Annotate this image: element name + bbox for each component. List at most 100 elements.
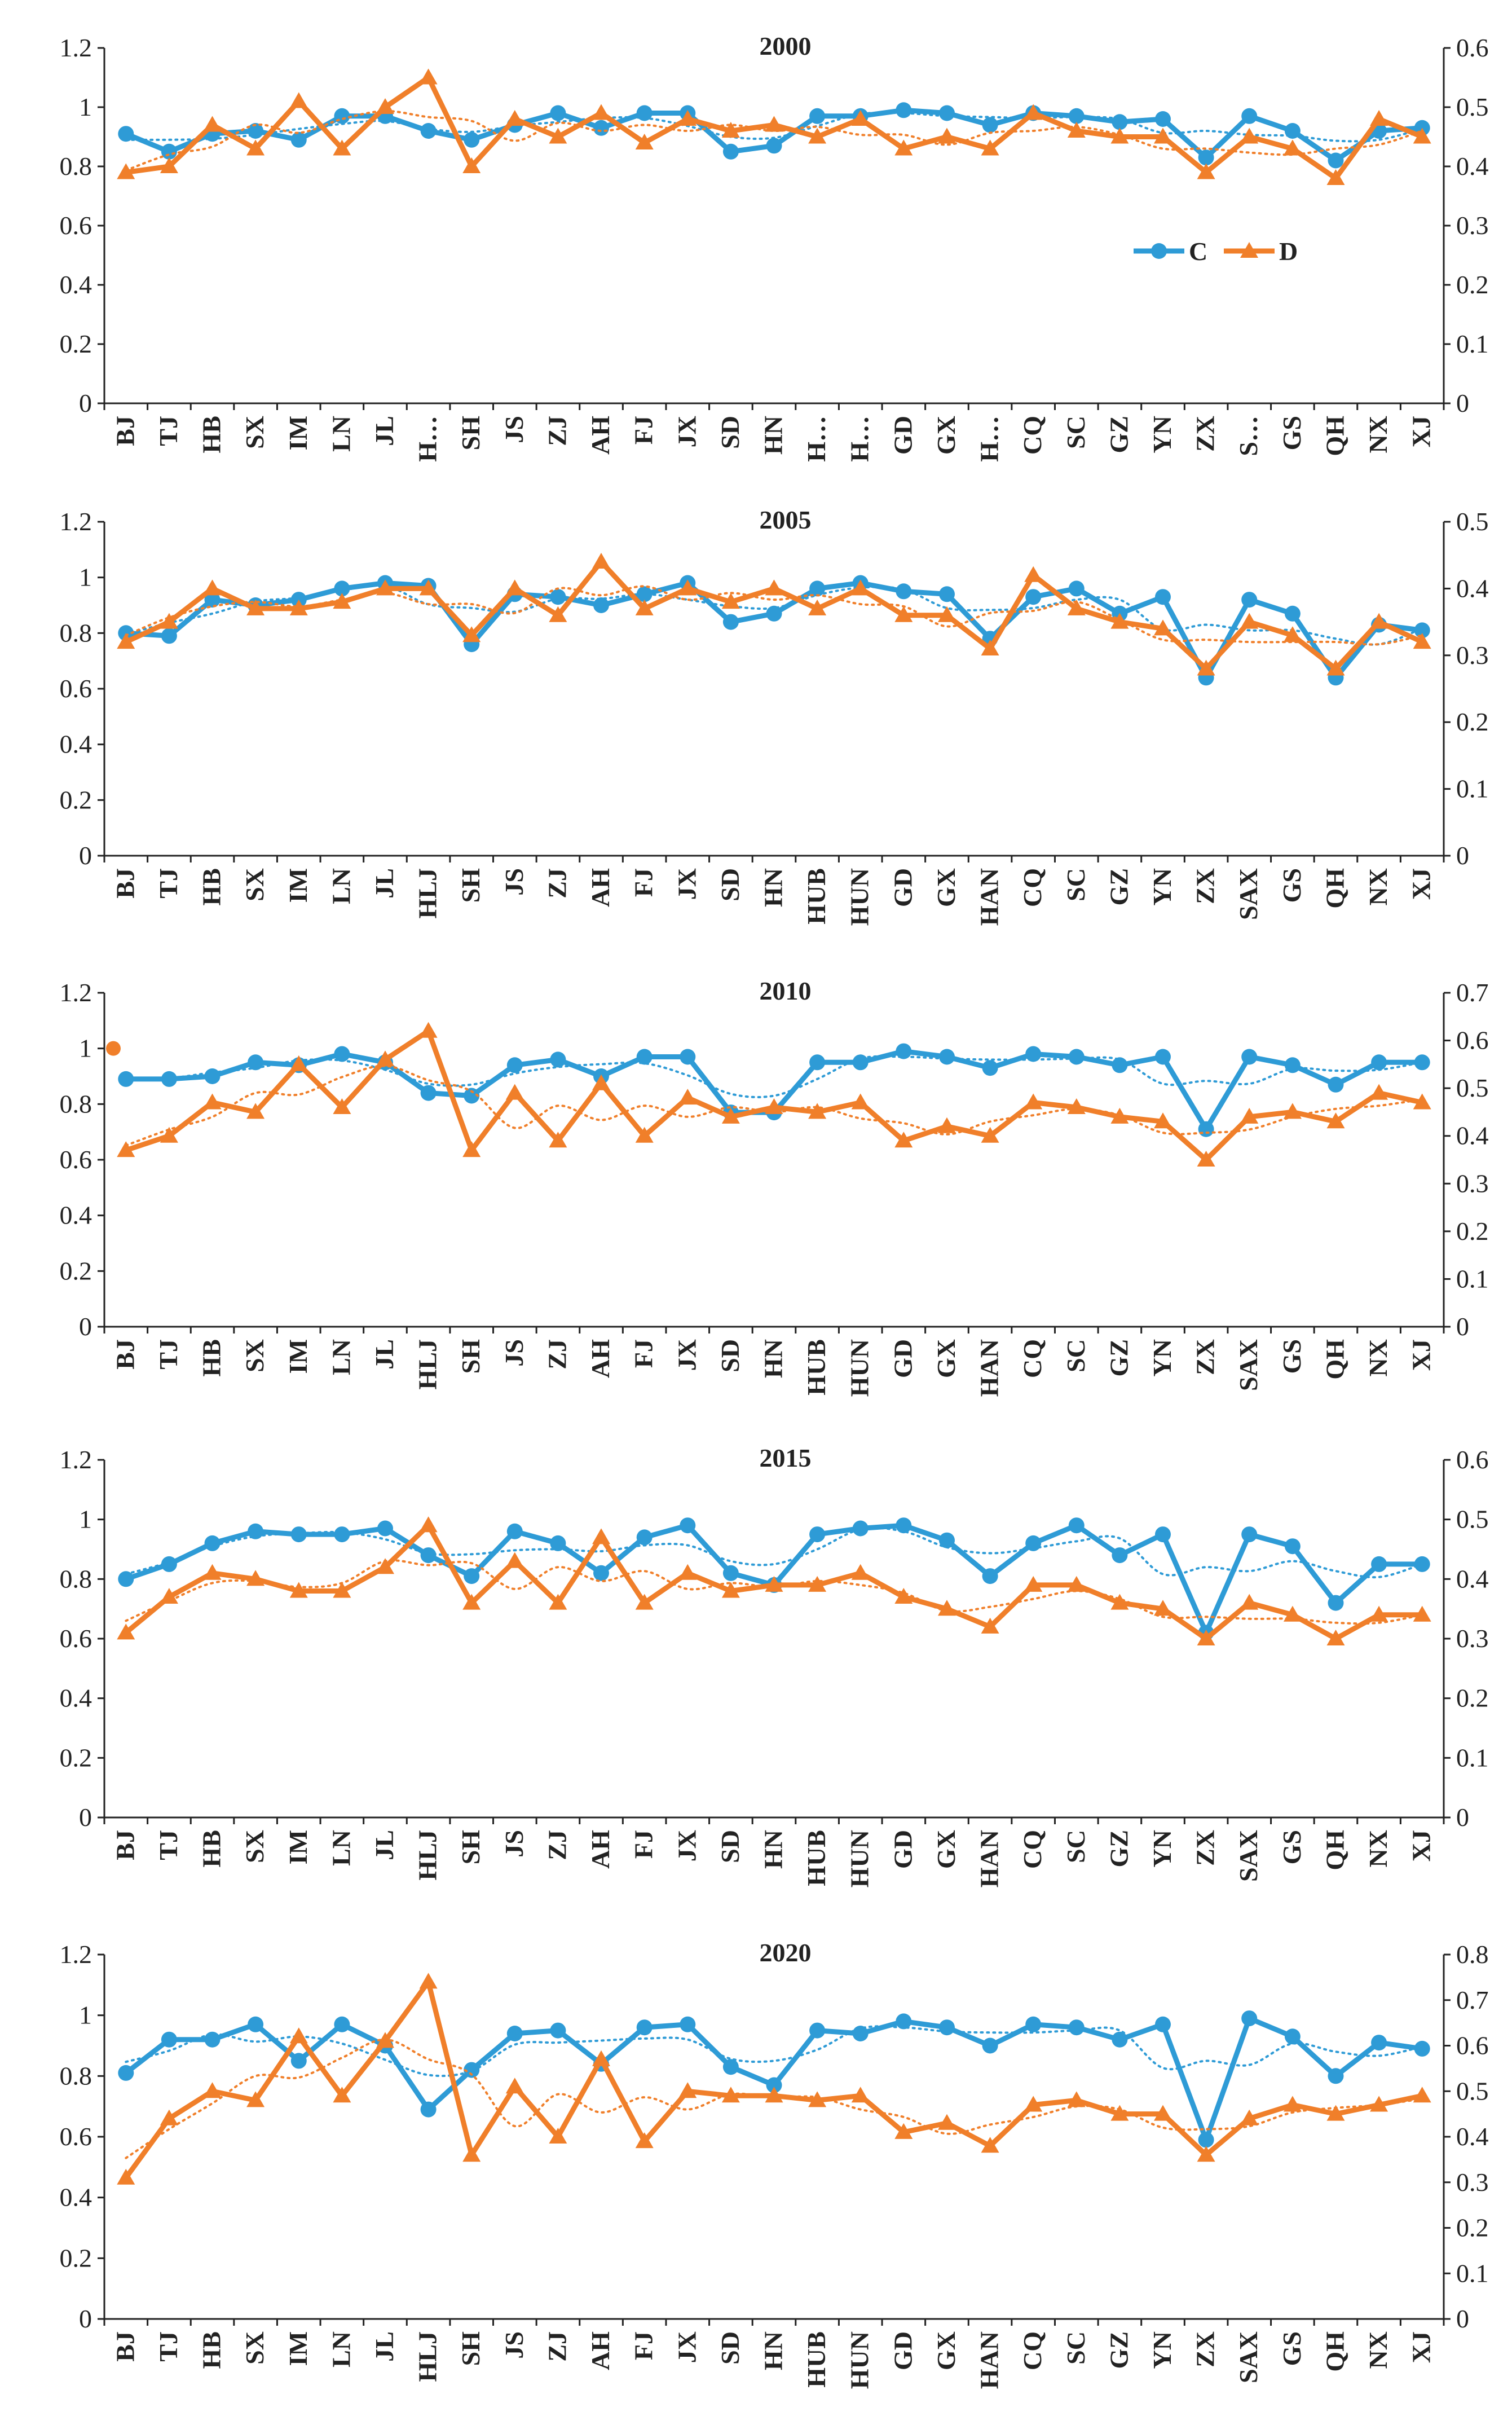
point-D xyxy=(938,1117,956,1133)
point-D xyxy=(721,2087,740,2103)
point-C xyxy=(464,2062,480,2078)
point-D xyxy=(1067,1098,1086,1114)
x-tick-label: BJ xyxy=(111,2331,139,2362)
point-D xyxy=(333,2087,351,2103)
point-C xyxy=(1414,622,1430,639)
point-D xyxy=(1413,633,1431,649)
x-tick-label: JS xyxy=(500,2331,528,2359)
x-tick-label: ZJ xyxy=(543,868,571,899)
point-C xyxy=(204,592,221,608)
point-D xyxy=(1240,613,1259,629)
point-D xyxy=(462,1594,481,1610)
point-C xyxy=(896,583,912,600)
y-tick-label-left: 1.2 xyxy=(60,978,92,1007)
x-tick-label: HN xyxy=(759,868,788,907)
x-tick-label: GX xyxy=(932,2331,960,2370)
point-C xyxy=(680,1049,696,1065)
y-tick-label-right: 0 xyxy=(1456,389,1469,417)
x-tick-label: GZ xyxy=(1104,2331,1133,2369)
legend-marker-C xyxy=(1151,243,1167,259)
chart-title: 2000 xyxy=(760,32,812,60)
point-D xyxy=(160,613,178,629)
y-tick-label-left: 0.8 xyxy=(60,2061,92,2090)
x-tick-label: BJ xyxy=(111,1830,139,1860)
point-C xyxy=(1328,152,1344,169)
x-tick-label: GD xyxy=(888,2331,917,2370)
x-tick-label: TJ xyxy=(154,868,183,899)
point-C xyxy=(420,123,437,139)
x-tick-label: SAX xyxy=(1234,1339,1263,1391)
point-C xyxy=(1025,2016,1042,2032)
x-tick-label: JS xyxy=(500,1339,528,1367)
point-D xyxy=(678,1089,697,1105)
point-D xyxy=(462,157,481,173)
x-tick-label: SC xyxy=(1061,2331,1090,2365)
point-D xyxy=(1067,1575,1086,1592)
point-C xyxy=(204,1068,221,1084)
point-C xyxy=(550,589,566,605)
x-tick-label: HLJ xyxy=(413,1830,442,1880)
x-tick-label: YN xyxy=(1148,2331,1176,2369)
point-C xyxy=(1155,2016,1171,2032)
x-tick-label: FJ xyxy=(629,1339,658,1368)
x-tick-label: ZX xyxy=(1191,868,1220,904)
point-D xyxy=(721,593,740,609)
point-D xyxy=(203,2082,222,2098)
point-D xyxy=(1240,2109,1259,2125)
point-D xyxy=(549,1132,567,1148)
x-tick-label: HUN xyxy=(845,2331,874,2389)
point-C xyxy=(334,2016,350,2032)
point-C xyxy=(982,117,998,133)
point-C xyxy=(161,143,177,160)
x-tick-label: ZX xyxy=(1191,416,1220,452)
point-D xyxy=(1197,163,1215,179)
y-tick-label-right: 0 xyxy=(1456,1803,1469,1832)
point-C xyxy=(852,1054,869,1071)
x-tick-label: SH xyxy=(456,416,485,451)
point-C xyxy=(809,1526,826,1543)
x-tick-label: JL xyxy=(370,868,399,899)
point-D xyxy=(1024,1575,1043,1592)
point-C xyxy=(809,2022,826,2039)
y-tick-label-right: 0.4 xyxy=(1456,152,1489,181)
y-tick-label-left: 1 xyxy=(79,93,92,121)
point-D xyxy=(246,1103,265,1119)
point-D xyxy=(1154,619,1172,636)
point-C xyxy=(118,2065,134,2081)
point-D xyxy=(376,2032,394,2048)
y-tick-label-right: 0.8 xyxy=(1456,1940,1489,1969)
point-D xyxy=(246,139,265,156)
y-tick-label-left: 0.8 xyxy=(60,152,92,181)
point-C xyxy=(1025,1046,1042,1062)
x-tick-label: HAN xyxy=(975,868,1004,926)
x-tick-label: GX xyxy=(932,416,960,455)
x-tick-label: JX xyxy=(672,1339,701,1371)
point-C xyxy=(722,143,739,160)
x-tick-label: TJ xyxy=(154,2331,183,2362)
point-C xyxy=(1371,2035,1387,2051)
y-tick-label-right: 0.5 xyxy=(1456,1505,1489,1534)
x-tick-label: HN xyxy=(759,416,788,455)
point-D xyxy=(1240,1107,1259,1124)
x-tick-label: QH xyxy=(1320,1339,1349,1380)
point-D xyxy=(894,139,913,156)
point-D xyxy=(117,1141,135,1158)
x-tick-label: IM xyxy=(284,2331,312,2366)
y-tick-label-left: 0.4 xyxy=(60,1201,92,1230)
x-tick-label: JL xyxy=(370,416,399,446)
y-tick-label-left: 0.6 xyxy=(60,211,92,240)
point-C xyxy=(118,1071,134,1087)
point-C xyxy=(118,1571,134,1587)
point-D xyxy=(1283,2096,1302,2112)
y-tick-label-right: 0.6 xyxy=(1456,1026,1489,1055)
x-tick-label: YN xyxy=(1148,1830,1176,1867)
point-D xyxy=(1110,2105,1129,2121)
y-tick-label-left: 0.2 xyxy=(60,785,92,814)
x-tick-label: GZ xyxy=(1104,1339,1133,1376)
point-C xyxy=(766,2077,782,2093)
point-D xyxy=(505,1084,524,1100)
x-tick-label: TJ xyxy=(154,416,183,446)
point-D xyxy=(505,579,524,596)
point-C xyxy=(939,1532,955,1548)
y-tick-label-right: 0 xyxy=(1456,1312,1469,1341)
